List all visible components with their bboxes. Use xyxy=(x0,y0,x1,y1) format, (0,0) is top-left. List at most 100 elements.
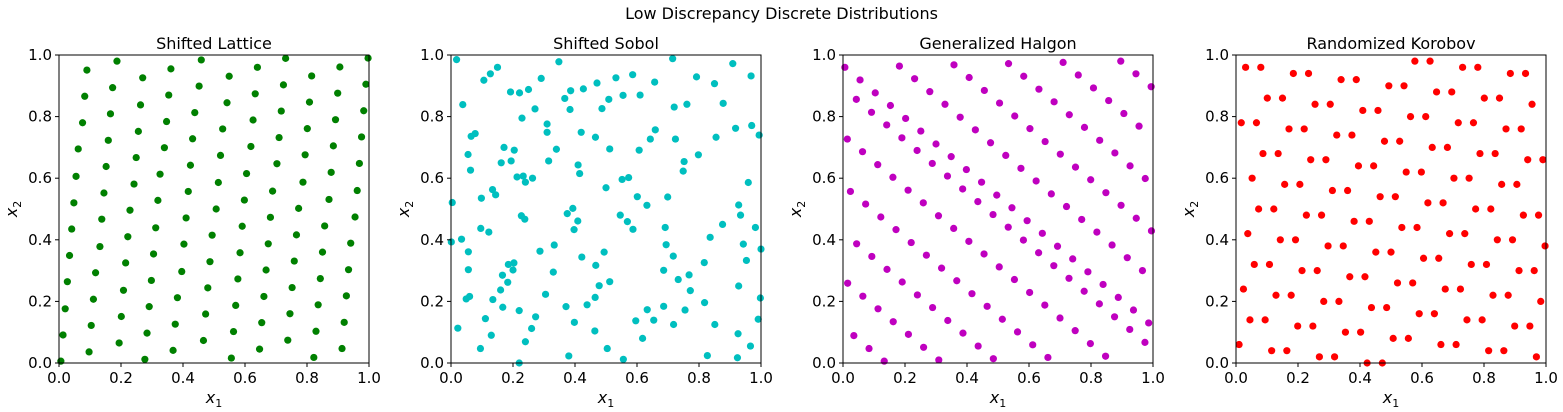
scatter-point xyxy=(334,89,342,97)
scatter-point xyxy=(515,89,524,97)
scatter-point xyxy=(868,252,876,261)
scatter-point xyxy=(1530,267,1538,275)
scatter-point xyxy=(671,135,680,143)
scatter-point xyxy=(227,354,235,362)
scatter-point xyxy=(592,261,600,269)
scatter-point xyxy=(742,256,751,265)
scatter-point xyxy=(1278,94,1287,102)
scatter-point xyxy=(1413,223,1421,232)
scatter-point xyxy=(1426,57,1434,65)
scatter-point xyxy=(1283,347,1291,355)
y-tick-label: 0.4 xyxy=(28,231,52,249)
scatter-point xyxy=(1056,314,1064,322)
scatter-point xyxy=(236,249,244,257)
scatter-point xyxy=(240,196,248,204)
x-tick-label: 0.4 xyxy=(563,369,587,387)
scatter-point xyxy=(729,60,737,68)
scatter-point xyxy=(904,330,913,338)
y-tick-label: 0.8 xyxy=(420,108,444,126)
scatter-point xyxy=(1102,189,1110,197)
scatter-point xyxy=(249,116,257,124)
scatter-point xyxy=(1268,347,1276,355)
scatter-point xyxy=(1069,255,1077,263)
scatter-point xyxy=(670,103,678,111)
scatter-point xyxy=(507,157,515,165)
scatter-point xyxy=(342,292,350,300)
scatter-point xyxy=(65,251,74,260)
scatter-point xyxy=(1326,100,1334,108)
scatter-point xyxy=(362,80,370,88)
scatter-point xyxy=(1480,94,1488,102)
scatter-point xyxy=(1263,94,1271,102)
scatter-point xyxy=(515,307,523,315)
scatter-point xyxy=(509,266,517,274)
scatter-point xyxy=(1409,279,1417,287)
scatter-point xyxy=(950,224,958,233)
x-tick-label: 1.0 xyxy=(1141,369,1165,387)
scatter-point xyxy=(184,187,192,196)
scatter-point xyxy=(692,73,701,81)
scatter-point xyxy=(856,76,864,84)
y-tick-label: 0.0 xyxy=(1205,354,1229,372)
scatter-point xyxy=(1300,125,1308,133)
scatter-point xyxy=(216,151,225,160)
x-tick-label: 0.6 xyxy=(233,369,257,387)
scatter-point xyxy=(282,54,290,62)
scatter-point xyxy=(286,310,294,318)
scatter-point xyxy=(87,321,95,330)
scatter-point xyxy=(284,336,292,344)
y-tick-label: 0.4 xyxy=(420,231,444,249)
scatter-point xyxy=(962,165,970,174)
scatter-point xyxy=(602,184,610,192)
scatter-point xyxy=(735,201,743,209)
scatter-point xyxy=(629,225,637,233)
scatter-point xyxy=(124,233,132,241)
scatter-point xyxy=(318,248,327,256)
y-tick-label: 0.0 xyxy=(28,354,52,372)
x-tick-label: 0.2 xyxy=(501,369,525,387)
scatter-point xyxy=(1138,267,1147,275)
scatter-point xyxy=(1537,297,1545,305)
scatter-point xyxy=(1038,229,1046,237)
scatter-point xyxy=(81,92,89,100)
scatter-point xyxy=(1467,260,1475,269)
scatter-point xyxy=(238,222,246,230)
scatter-point xyxy=(1380,137,1389,145)
scatter-point xyxy=(928,303,937,312)
scatter-point xyxy=(68,225,76,233)
scatter-point xyxy=(746,342,755,350)
scatter-point xyxy=(528,174,537,182)
scatter-point xyxy=(1357,328,1365,336)
scatter-point xyxy=(578,253,586,261)
scatter-point xyxy=(1298,267,1306,275)
scatter-point xyxy=(1511,322,1519,330)
scatter-point xyxy=(169,346,177,354)
scatter-point xyxy=(612,74,620,82)
x-tick-label: 0.0 xyxy=(1224,369,1248,387)
scatter-point xyxy=(195,82,203,90)
scatter-point xyxy=(935,356,943,364)
scatter-point xyxy=(865,344,873,353)
x-tick-label: 0.4 xyxy=(171,369,195,387)
scatter-point xyxy=(1114,293,1122,301)
scatter-point xyxy=(1387,248,1395,256)
scatter-point xyxy=(1383,303,1391,312)
scatter-point xyxy=(1257,63,1265,71)
scatter-point xyxy=(1117,201,1125,209)
scatter-point xyxy=(1294,322,1302,330)
scatter-point xyxy=(974,198,982,206)
scatter-point xyxy=(1517,125,1525,133)
scatter-point xyxy=(563,210,571,218)
x-tick-label: 0.6 xyxy=(1410,369,1434,387)
scatter-point xyxy=(364,54,372,62)
scatter-point xyxy=(214,178,222,187)
scatter-point xyxy=(1493,236,1501,244)
scatter-point xyxy=(591,133,600,141)
scatter-point xyxy=(1110,313,1119,321)
scatter-point xyxy=(327,168,335,176)
scatter-point xyxy=(357,133,366,141)
scatter-point xyxy=(543,128,551,136)
scatter-point xyxy=(1474,63,1482,71)
scatter-point xyxy=(1376,193,1384,201)
y-axis-label-base: x xyxy=(786,207,805,218)
